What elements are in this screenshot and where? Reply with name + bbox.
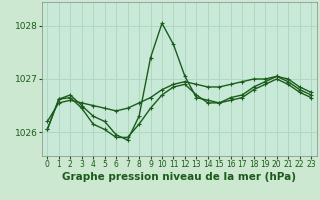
X-axis label: Graphe pression niveau de la mer (hPa): Graphe pression niveau de la mer (hPa)	[62, 172, 296, 182]
